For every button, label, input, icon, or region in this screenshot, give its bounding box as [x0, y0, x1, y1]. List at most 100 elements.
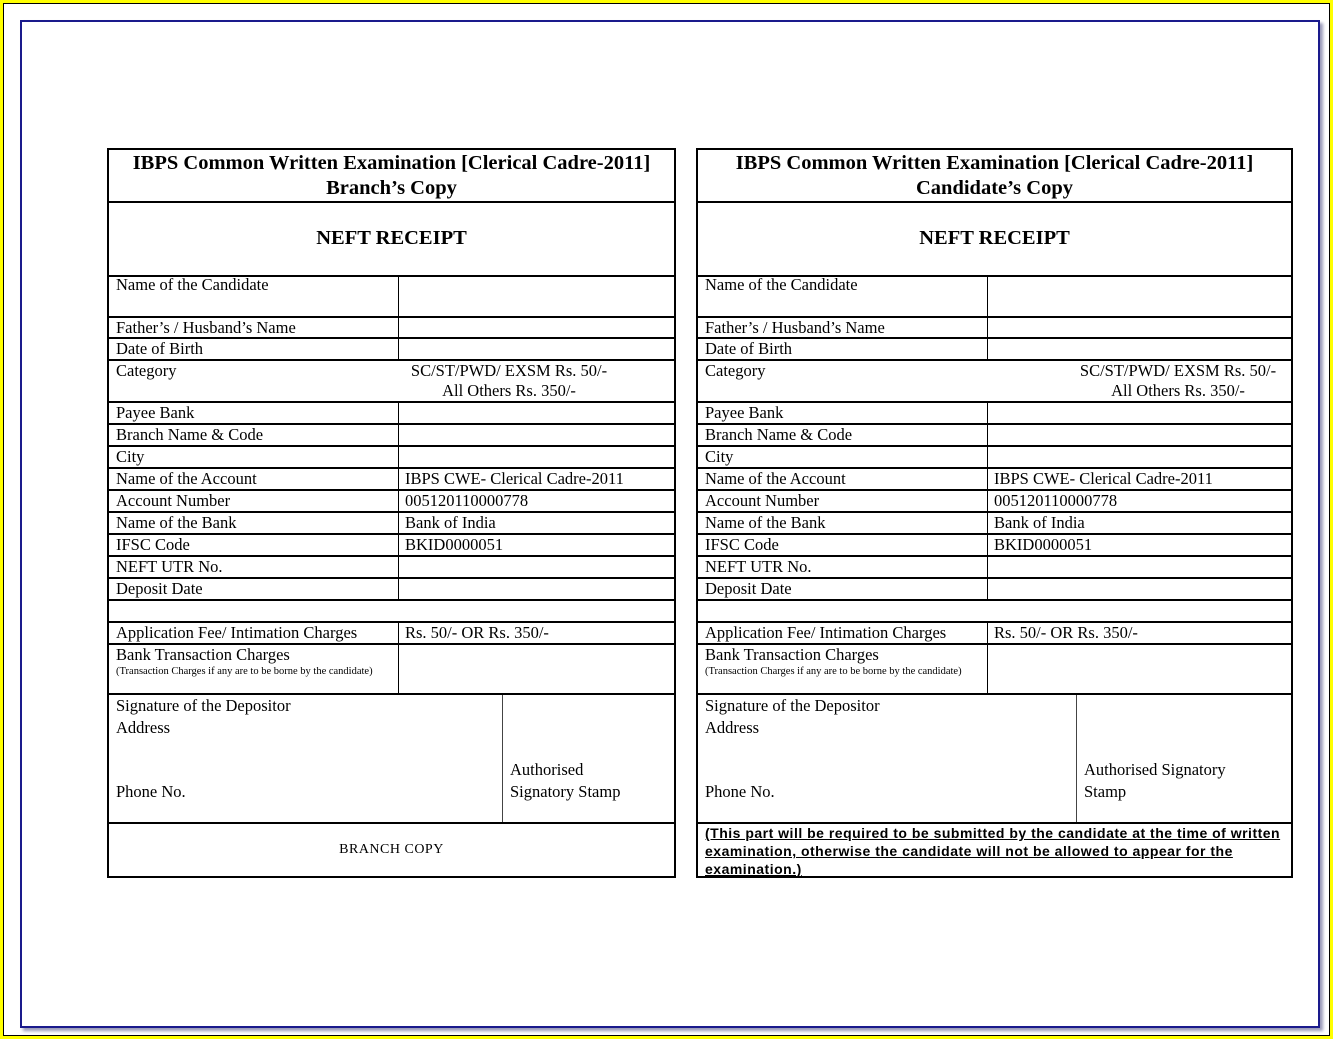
field-row-branch-name-code: Branch Name & Code [109, 425, 674, 447]
field-value[interactable]: Rs. 50/- OR Rs. 350/- [405, 623, 549, 642]
copy-subtitle: Branch’s Copy [326, 177, 457, 199]
field-row-account-name: Name of the Account IBPS CWE- Clerical Ca… [109, 469, 674, 491]
receipt-title: NEFT RECEIPT [109, 201, 674, 277]
field-row-bank-transaction-charges: Bank Transaction Charges (Transaction Cha… [698, 645, 1291, 695]
field-label: Application Fee/ Intimation Charges [705, 623, 947, 642]
field-row-father-husband-name: Father’s / Husband’s Name [698, 318, 1291, 339]
field-label: Date of Birth [116, 339, 204, 358]
field-label: Category [116, 361, 177, 380]
stamp-label-line1: Authorised Signatory [1084, 760, 1226, 779]
category-fee-reserved: SC/ST/PWD/ EXSM Rs. 50/- [1079, 361, 1277, 380]
field-value[interactable]: IBPS CWE- Clerical Cadre-2011 [405, 469, 624, 488]
field-value[interactable]: Bank of India [405, 513, 496, 532]
field-label: Branch Name & Code [705, 425, 853, 444]
field-row-payee-bank: Payee Bank [698, 403, 1291, 425]
field-row-date-of-birth: Date of Birth [109, 339, 674, 361]
field-label: Payee Bank [705, 403, 784, 422]
field-row-category: Category SC/ST/PWD/ EXSM Rs. 50/- All Othe… [109, 361, 674, 403]
field-label: Application Fee/ Intimation Charges [116, 623, 358, 642]
category-fees: SC/ST/PWD/ EXSM Rs. 50/- All Others Rs. 3… [1080, 361, 1276, 401]
field-value[interactable]: 005120110000778 [994, 491, 1118, 510]
field-value[interactable]: IBPS CWE- Clerical Cadre-2011 [994, 469, 1213, 488]
field-row-account-name: Name of the Account IBPS CWE- Clerical Ca… [698, 469, 1291, 491]
field-row-category: Category SC/ST/PWD/ EXSM Rs. 50/- All Othe… [698, 361, 1291, 403]
field-row-bank-name: Name of the Bank Bank of India [698, 513, 1291, 535]
form-title: IBPS Common Written Examination [Clerica… [735, 152, 1254, 174]
field-label: Date of Birth [705, 339, 793, 358]
outer-frame: IBPS Common Written Examination [Clerica… [3, 3, 1330, 1036]
field-label: City [116, 447, 145, 466]
field-label: City [705, 447, 734, 466]
field-row-deposit-date: Deposit Date [109, 579, 674, 601]
field-label: Account Number [116, 491, 231, 510]
copy-subtitle: Candidate’s Copy [915, 177, 1073, 199]
copy-header: IBPS Common Written Examination [Clerica… [109, 150, 674, 203]
copy-header: IBPS Common Written Examination [Clerica… [698, 150, 1291, 203]
form-title: IBPS Common Written Examination [Clerica… [132, 152, 651, 174]
field-value[interactable]: BKID0000051 [405, 535, 504, 554]
field-row-blank [698, 601, 1291, 623]
field-label: Name of the Bank [116, 513, 237, 532]
field-row-ifsc-code: IFSC Code BKID0000051 [698, 535, 1291, 557]
category-fee-others: All Others Rs. 350/- [1111, 381, 1245, 400]
document-page: IBPS Common Written Examination [Clerica… [20, 20, 1320, 1028]
signature-section: Signature of the Depositor Address Phone… [109, 695, 674, 824]
field-value[interactable]: Bank of India [994, 513, 1085, 532]
candidate-copy: IBPS Common Written Examination [Clerica… [696, 148, 1293, 878]
stamp-label-line1: Authorised [510, 760, 584, 779]
branch-copy-footer: BRANCH COPY [339, 842, 444, 857]
field-label: Category [705, 361, 766, 380]
field-label: NEFT UTR No. [705, 557, 812, 576]
field-value[interactable]: BKID0000051 [994, 535, 1093, 554]
field-label: Bank Transaction Charges [705, 645, 879, 664]
field-row-account-number: Account Number 005120110000778 [698, 491, 1291, 513]
field-row-city: City [698, 447, 1291, 469]
field-label: Payee Bank [116, 403, 195, 422]
field-label: Name of the Account [705, 469, 846, 488]
field-row-candidate-name: Name of the Candidate [109, 275, 674, 318]
field-label: Deposit Date [705, 579, 792, 598]
field-row-candidate-name: Name of the Candidate [698, 275, 1291, 318]
instruction-text: (This part will be required to be submit… [705, 825, 1281, 877]
field-label: Name of the Account [116, 469, 257, 488]
field-value[interactable]: Rs. 50/- OR Rs. 350/- [994, 623, 1138, 642]
field-label: Father’s / Husband’s Name [705, 318, 885, 337]
field-label: Name of the Candidate [705, 275, 858, 294]
branch-copy: IBPS Common Written Examination [Clerica… [107, 148, 676, 878]
field-label: Deposit Date [116, 579, 203, 598]
field-label: IFSC Code [705, 535, 779, 554]
field-row-application-fee: Application Fee/ Intimation Charges Rs. 5… [698, 623, 1291, 645]
phone-label: Phone No. [705, 782, 775, 801]
stamp-label-line2: Stamp [1084, 782, 1127, 801]
transaction-charges-note: (Transaction Charges if any are to be bo… [705, 666, 962, 677]
signature-depositor-label: Signature of the Depositor [116, 696, 291, 715]
authorised-signatory-stamp: Authorised Signatory Stamp [1084, 759, 1226, 803]
receipt-title: NEFT RECEIPT [698, 201, 1291, 277]
field-row-neft-utr-no: NEFT UTR No. [109, 557, 674, 579]
address-label: Address [705, 718, 760, 737]
field-label: Name of the Candidate [116, 275, 269, 294]
signature-depositor-label: Signature of the Depositor [705, 696, 880, 715]
field-row-branch-name-code: Branch Name & Code [698, 425, 1291, 447]
field-label: IFSC Code [116, 535, 190, 554]
field-row-city: City [109, 447, 674, 469]
field-label: Bank Transaction Charges [116, 645, 290, 664]
category-fee-others: All Others Rs. 350/- [442, 381, 576, 400]
field-label: Account Number [705, 491, 820, 510]
field-row-father-husband-name: Father’s / Husband’s Name [109, 318, 674, 339]
transaction-charges-note: (Transaction Charges if any are to be bo… [116, 666, 373, 677]
field-value[interactable]: 005120110000778 [405, 491, 529, 510]
authorised-signatory-stamp: Authorised Signatory Stamp [510, 759, 620, 803]
field-label: Branch Name & Code [116, 425, 264, 444]
field-row-application-fee: Application Fee/ Intimation Charges Rs. 5… [109, 623, 674, 645]
field-row-neft-utr-no: NEFT UTR No. [698, 557, 1291, 579]
signature-section: Signature of the Depositor Address Phone… [698, 695, 1291, 824]
field-row-bank-name: Name of the Bank Bank of India [109, 513, 674, 535]
category-fees: SC/ST/PWD/ EXSM Rs. 50/- All Others Rs. 3… [411, 361, 607, 401]
field-label: NEFT UTR No. [116, 557, 223, 576]
field-row-blank [109, 601, 674, 623]
field-row-payee-bank: Payee Bank [109, 403, 674, 425]
field-label: Father’s / Husband’s Name [116, 318, 296, 337]
field-row-account-number: Account Number 005120110000778 [109, 491, 674, 513]
phone-label: Phone No. [116, 782, 186, 801]
